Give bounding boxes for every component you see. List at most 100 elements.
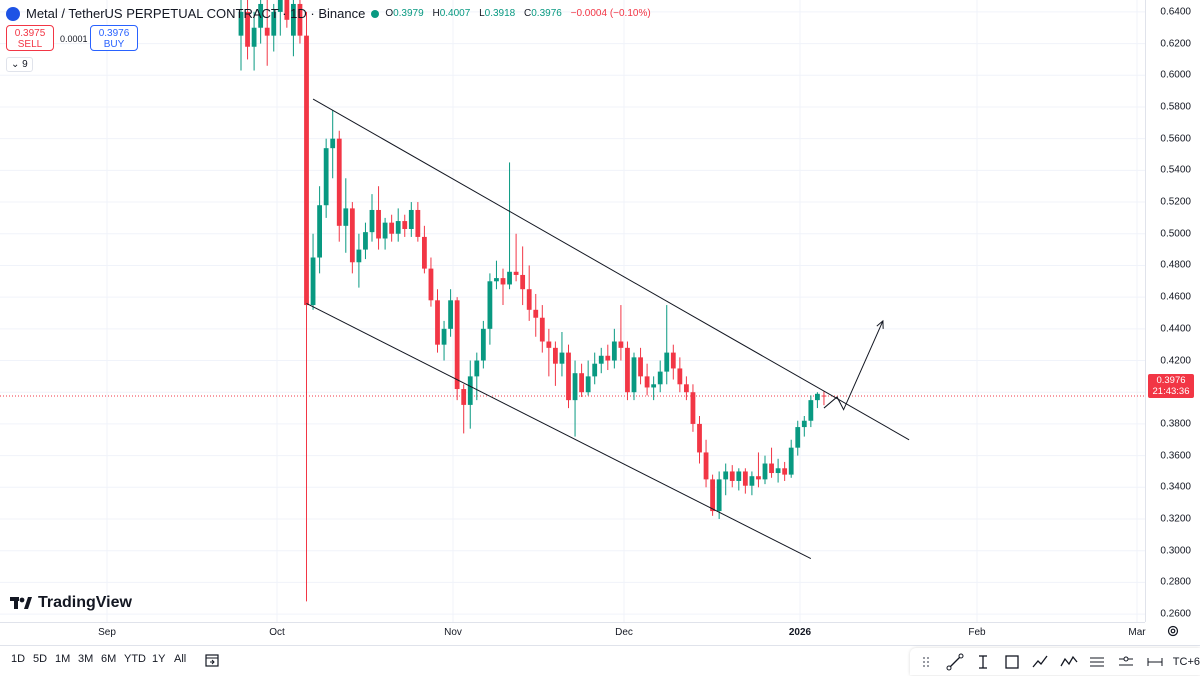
- candle-body: [336, 138, 342, 226]
- candle-body: [474, 360, 480, 377]
- candle-body: [716, 479, 722, 512]
- price-tick-label: 0.2800: [1160, 576, 1191, 588]
- range-button-6m[interactable]: 6M: [101, 653, 117, 665]
- time-tick-label: Mar: [1128, 627, 1146, 638]
- candle: [618, 305, 624, 361]
- chevron-down-icon: ⌄: [11, 59, 20, 70]
- candle: [808, 395, 814, 428]
- range-button-1y[interactable]: 1Y: [152, 653, 166, 665]
- trend-line-icon[interactable]: [945, 651, 966, 673]
- range-button-5d[interactable]: 5D: [33, 653, 48, 665]
- date-range-icon[interactable]: [204, 652, 220, 668]
- channel-lower-line[interactable]: [306, 303, 812, 560]
- candle-body: [644, 376, 650, 388]
- candle: [369, 194, 375, 242]
- symbol-logo-icon: [6, 6, 20, 21]
- buy-price: 0.3976: [98, 28, 130, 39]
- time-tick-label: Dec: [615, 627, 633, 638]
- candle: [435, 289, 440, 353]
- candle: [454, 297, 460, 401]
- candle-body: [598, 355, 604, 364]
- long-position-icon[interactable]: [1116, 651, 1137, 673]
- text-cursor-icon[interactable]: [973, 651, 994, 673]
- range-button-ytd[interactable]: YTD: [124, 653, 146, 665]
- candle-body: [566, 352, 571, 401]
- range-button-3m[interactable]: 3M: [78, 653, 94, 665]
- candle: [631, 352, 637, 401]
- range-button-all[interactable]: All: [174, 653, 187, 665]
- projection-arrow-head: [876, 319, 884, 329]
- indicators-toggle[interactable]: ⌄ 9: [6, 57, 33, 72]
- time-tick-label: Nov: [444, 627, 462, 638]
- price-tick-label: 0.4200: [1160, 355, 1191, 367]
- candle: [592, 352, 598, 385]
- candle-body: [657, 371, 663, 385]
- range-button-1m[interactable]: 1M: [55, 653, 71, 665]
- gear-icon[interactable]: [1166, 624, 1180, 638]
- candle: [566, 344, 571, 409]
- pattern-icon[interactable]: [1059, 651, 1080, 673]
- candle: [336, 130, 342, 242]
- candle-body: [579, 373, 584, 393]
- close-value: 0.3976: [531, 8, 562, 19]
- candle: [736, 468, 742, 491]
- drag-handle-icon[interactable]: [916, 651, 937, 673]
- candle-body: [729, 471, 735, 481]
- candle: [395, 208, 401, 242]
- candle-body: [526, 289, 532, 310]
- candle: [677, 357, 683, 393]
- candle-body: [494, 278, 499, 282]
- ruler-icon[interactable]: [1144, 651, 1165, 673]
- brush-icon[interactable]: [1030, 651, 1051, 673]
- candle: [638, 347, 643, 385]
- drawing-toolbar: TC+6: [910, 648, 1200, 675]
- time-axis[interactable]: Sep Oct Nov Dec 2026 Feb Mar: [0, 622, 1146, 645]
- channel-upper-line[interactable]: [312, 98, 910, 441]
- candle-body: [611, 341, 617, 361]
- candle-body: [422, 236, 427, 269]
- candle: [762, 455, 768, 485]
- buy-button[interactable]: 0.3976 BUY: [90, 25, 138, 51]
- price-tick-label: 0.5800: [1160, 101, 1191, 113]
- candle-body: [271, 11, 277, 36]
- candle: [317, 186, 322, 274]
- candle-body: [363, 232, 368, 250]
- candle: [507, 162, 512, 290]
- candle-body: [821, 395, 827, 397]
- candle: [415, 202, 421, 242]
- candle: [382, 217, 388, 250]
- spread-value: 0.0001: [60, 34, 88, 44]
- price-tick-label: 0.4800: [1160, 259, 1191, 271]
- candle: [625, 341, 630, 401]
- symbol-title[interactable]: Metal / TetherUS PERPETUAL CONTRACT · 1D…: [26, 6, 366, 21]
- candle-body: [238, 11, 244, 36]
- candle: [539, 305, 545, 353]
- candle-body: [369, 209, 375, 233]
- candle-body: [277, 0, 283, 12]
- candle: [356, 233, 362, 288]
- sell-label: SELL: [17, 39, 43, 50]
- candle-body: [592, 363, 598, 377]
- chart-plot-area[interactable]: [0, 0, 1145, 622]
- open-value: 0.3979: [393, 8, 424, 19]
- price-axis[interactable]: 0.6400 0.6200 0.6000 0.5800 0.5600 0.5400 0.52…: [1145, 0, 1200, 622]
- candle: [611, 328, 617, 369]
- fib-icon[interactable]: [1087, 651, 1108, 673]
- price-tick-label: 0.3600: [1160, 450, 1191, 462]
- range-button-1d[interactable]: 1D: [11, 653, 26, 665]
- candle: [553, 341, 558, 386]
- candle: [533, 293, 539, 337]
- candle-body: [441, 328, 447, 345]
- rectangle-icon[interactable]: [1002, 651, 1023, 673]
- candle: [251, 11, 257, 71]
- candle: [775, 458, 781, 483]
- projection-arrow[interactable]: [823, 320, 884, 411]
- candle: [304, 11, 309, 602]
- sell-button[interactable]: 0.3975 SELL: [6, 25, 54, 51]
- price-tick-label: 0.3200: [1160, 513, 1191, 525]
- candle-body: [435, 300, 440, 345]
- price-tick-label: 0.5200: [1160, 196, 1191, 208]
- timezone-label[interactable]: TC+6: [1172, 655, 1200, 668]
- tradingview-logo[interactable]: TradingView: [10, 594, 132, 612]
- tradingview-logo-icon: [10, 597, 32, 609]
